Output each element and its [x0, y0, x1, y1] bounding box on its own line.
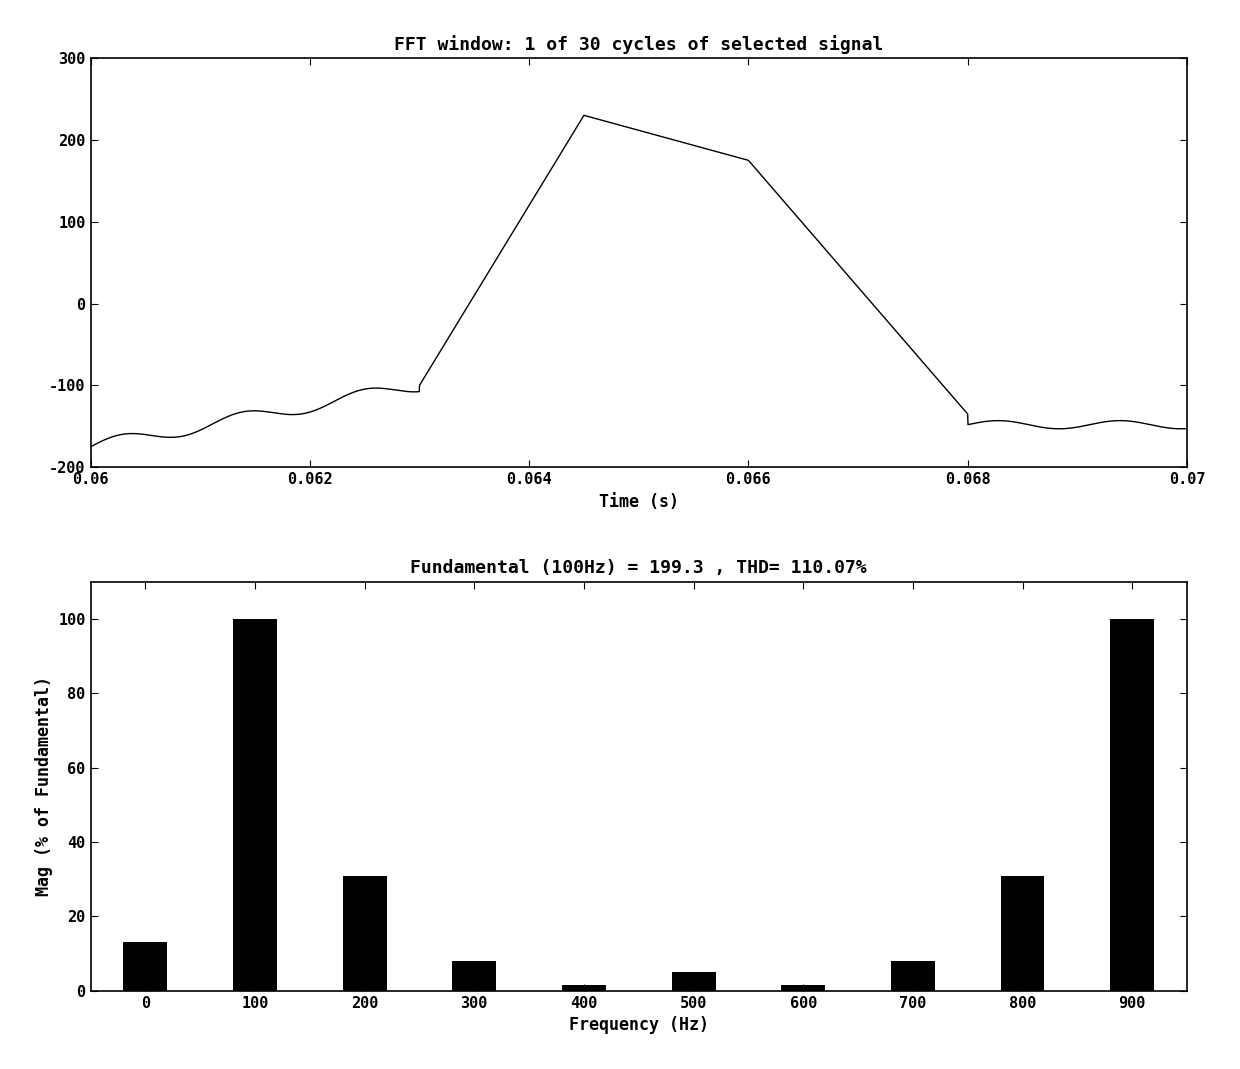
Bar	[562, 986, 606, 991]
Y-axis label: Mag (% of Fundamental): Mag (% of Fundamental)	[35, 677, 53, 896]
Bar	[1110, 619, 1154, 991]
Bar	[124, 943, 167, 991]
Bar	[233, 619, 277, 991]
Bar	[781, 986, 825, 991]
X-axis label: Frequency (Hz): Frequency (Hz)	[569, 1017, 709, 1035]
Title: FFT window: 1 of 30 cycles of selected signal: FFT window: 1 of 30 cycles of selected s…	[394, 34, 883, 53]
Bar	[342, 876, 387, 991]
X-axis label: Time (s): Time (s)	[599, 493, 678, 511]
Bar	[672, 973, 715, 991]
Bar	[453, 961, 496, 991]
Bar	[892, 961, 935, 991]
Bar	[1001, 876, 1044, 991]
Title: Fundamental (100Hz) = 199.3 , THD= 110.07%: Fundamental (100Hz) = 199.3 , THD= 110.0…	[410, 559, 867, 577]
